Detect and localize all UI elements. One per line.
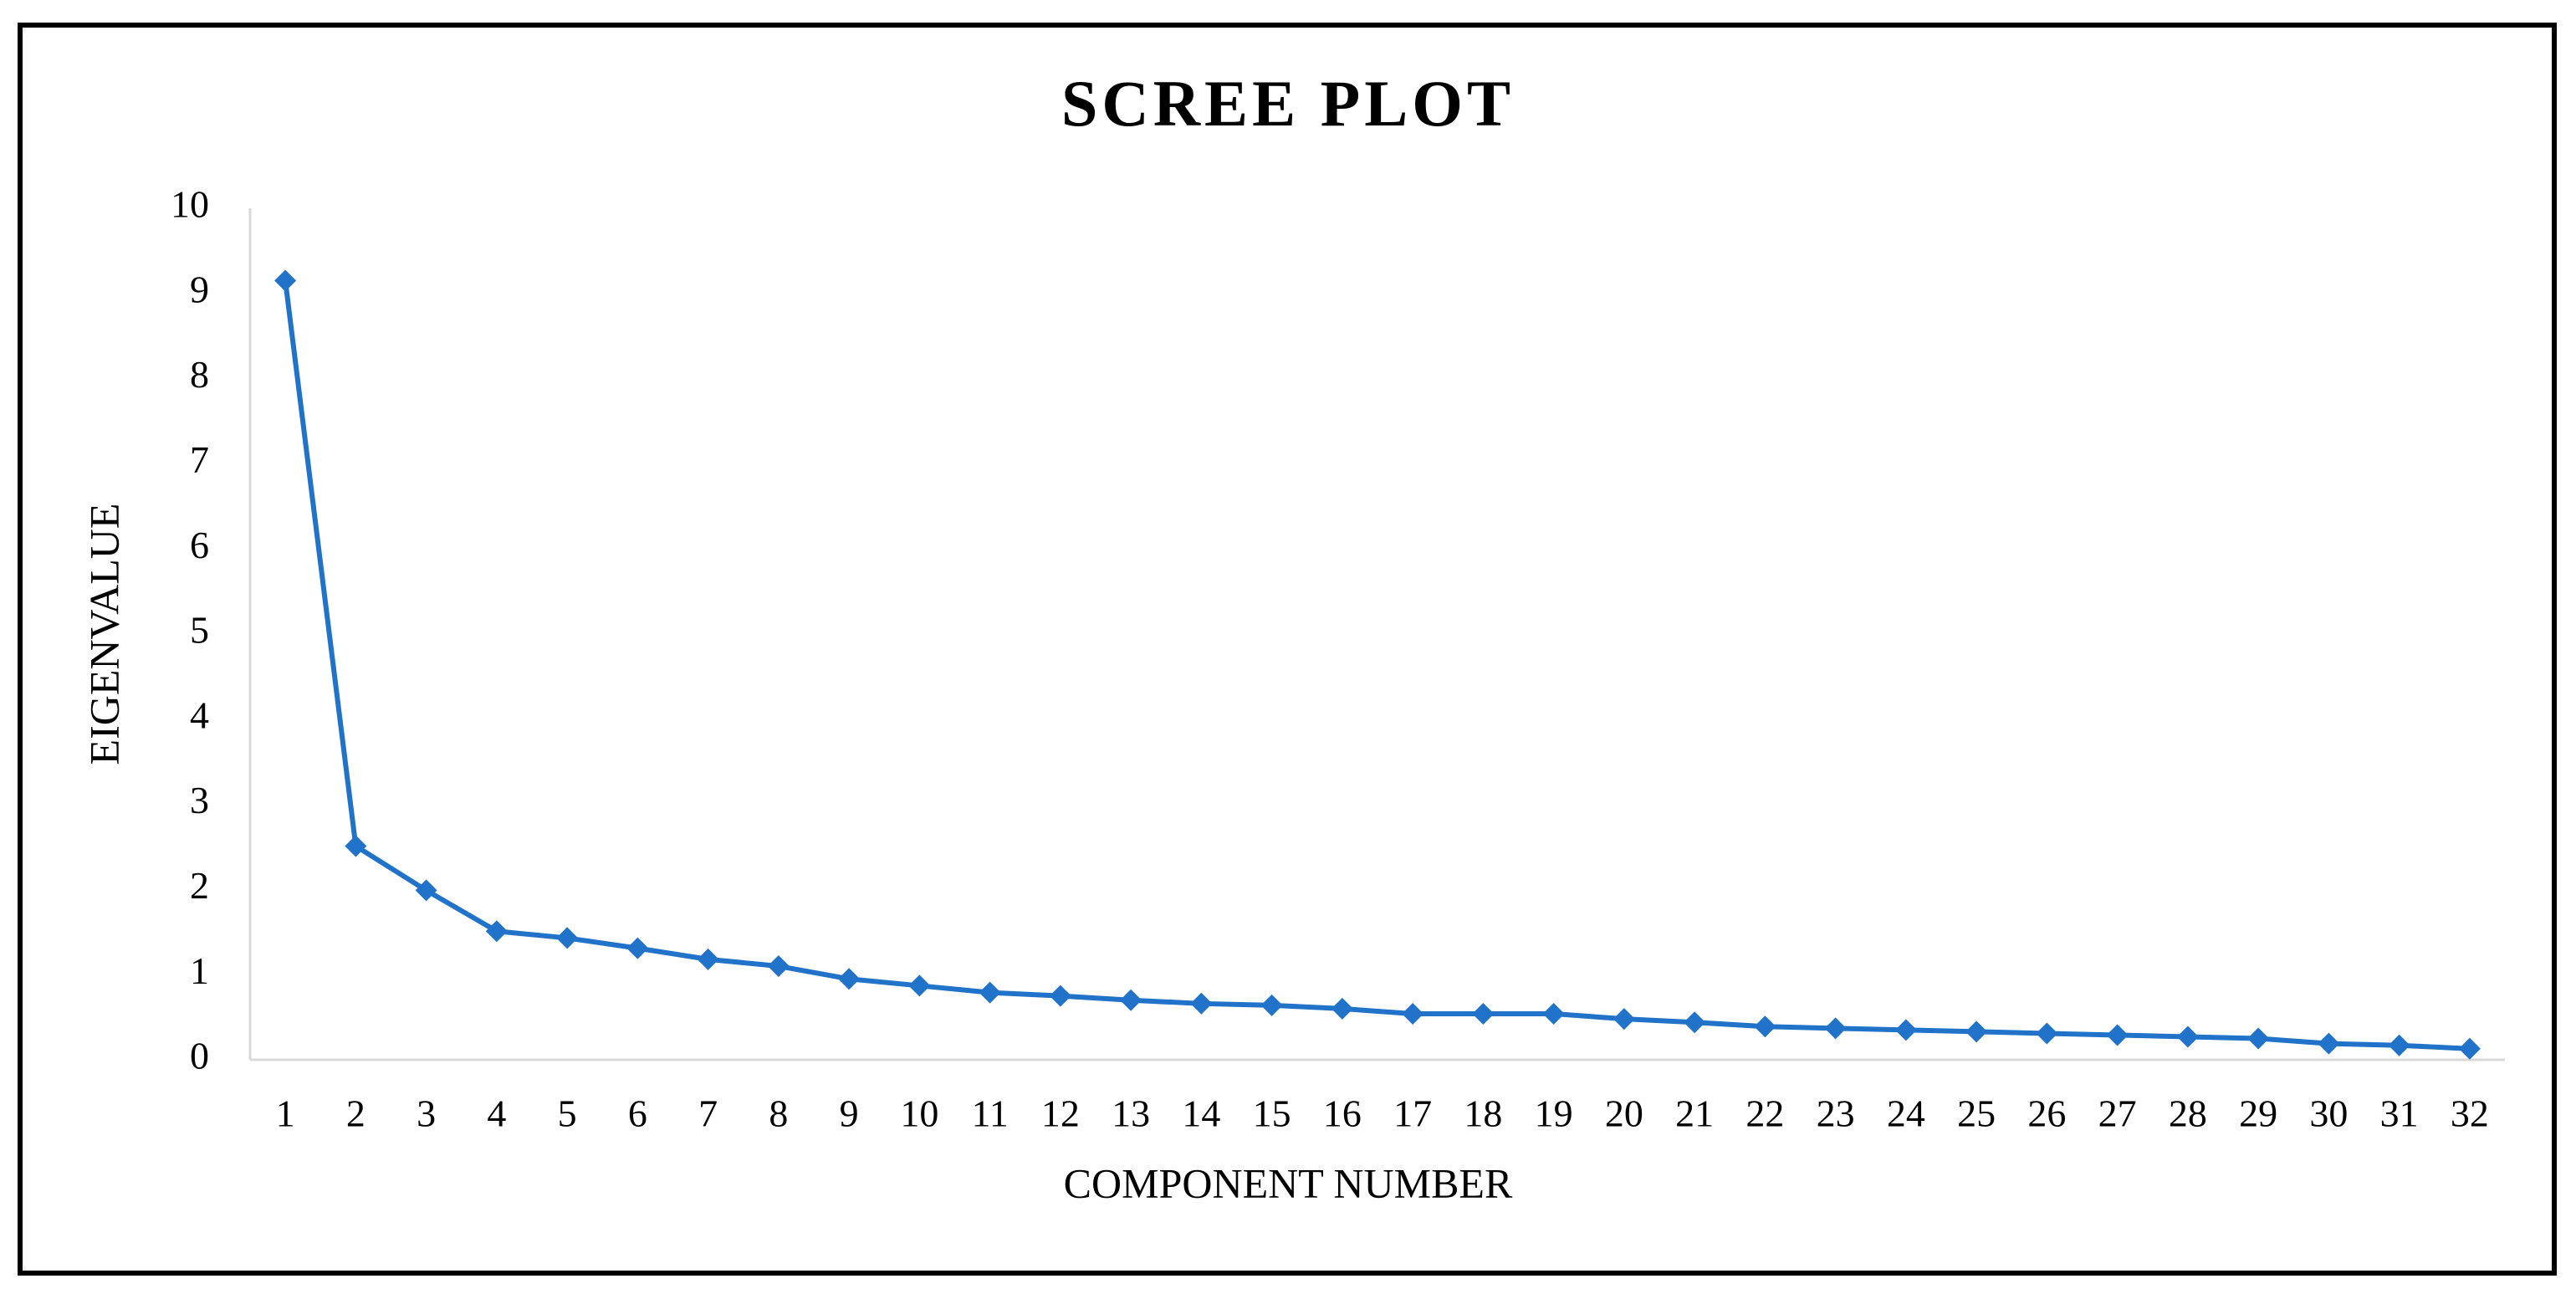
data-marker xyxy=(1472,1003,1495,1025)
x-tick-label: 20 xyxy=(1605,1092,1643,1135)
x-tick-label: 27 xyxy=(2098,1092,2137,1135)
x-tick-label: 11 xyxy=(971,1092,1008,1135)
y-tick-label: 3 xyxy=(190,779,209,821)
x-tick-label: 30 xyxy=(2309,1092,2348,1135)
series-line xyxy=(283,280,2471,1051)
data-marker xyxy=(345,835,367,857)
data-marker xyxy=(767,955,790,978)
y-tick-label: 4 xyxy=(190,693,209,736)
x-tick-label: 22 xyxy=(1745,1092,1784,1135)
y-tick-label: 8 xyxy=(190,353,209,396)
data-marker xyxy=(274,269,297,292)
data-marker xyxy=(2318,1032,2340,1055)
x-tick-label: 18 xyxy=(1464,1092,1502,1135)
chart-title: SCREE PLOT xyxy=(1061,67,1515,140)
x-tick-label: 13 xyxy=(1112,1092,1150,1135)
x-tick-label: 21 xyxy=(1675,1092,1714,1135)
x-tick-label: 26 xyxy=(2027,1092,2066,1135)
x-tick-label: 29 xyxy=(2239,1092,2277,1135)
data-marker xyxy=(1402,1003,1424,1025)
y-tick-label: 2 xyxy=(190,864,209,907)
x-tick-label: 5 xyxy=(558,1092,577,1135)
x-tick-label: 16 xyxy=(1323,1092,1362,1135)
data-marker xyxy=(626,937,649,959)
x-tick-label: 8 xyxy=(769,1092,788,1135)
y-tick-label: 9 xyxy=(190,268,209,310)
x-tick-label: 6 xyxy=(628,1092,647,1135)
data-marker xyxy=(1542,1003,1565,1025)
x-tick-label: 12 xyxy=(1041,1092,1080,1135)
x-tick-label: 17 xyxy=(1393,1092,1432,1135)
data-marker xyxy=(1824,1017,1847,1040)
data-marker xyxy=(1331,997,1353,1020)
chart-border xyxy=(18,23,2557,1276)
x-tick-label: 23 xyxy=(1817,1092,1855,1135)
x-tick-label: 19 xyxy=(1535,1092,1573,1135)
y-tick-label: 5 xyxy=(190,609,209,652)
y-tick-label: 10 xyxy=(171,183,209,226)
y-tick-label: 6 xyxy=(190,524,209,566)
data-marker xyxy=(2388,1034,2410,1056)
x-tick-label: 9 xyxy=(840,1092,859,1135)
data-marker xyxy=(1894,1019,1917,1041)
x-tick-label: 2 xyxy=(346,1092,365,1135)
data-marker xyxy=(697,948,719,970)
x-tick-label: 31 xyxy=(2380,1092,2419,1135)
x-tick-label: 15 xyxy=(1253,1092,1291,1135)
x-tick-label: 28 xyxy=(2169,1092,2207,1135)
data-marker xyxy=(2176,1025,2199,1048)
data-marker xyxy=(838,968,861,990)
data-marker xyxy=(1684,1011,1706,1034)
data-marker xyxy=(1965,1020,1988,1043)
data-marker xyxy=(1120,989,1142,1011)
data-marker xyxy=(2106,1024,2129,1046)
data-marker xyxy=(2036,1022,2058,1045)
data-marker xyxy=(979,981,1001,1004)
x-tick-label: 4 xyxy=(487,1092,506,1135)
data-marker xyxy=(908,974,931,997)
x-tick-label: 3 xyxy=(417,1092,436,1135)
data-marker xyxy=(1049,985,1071,1007)
x-tick-label: 32 xyxy=(2451,1092,2489,1135)
data-marker xyxy=(1754,1015,1776,1038)
y-tick-label: 1 xyxy=(190,949,209,992)
x-tick-label: 24 xyxy=(1887,1092,1925,1135)
data-marker xyxy=(2247,1027,2270,1050)
x-tick-label: 25 xyxy=(1957,1092,1996,1135)
x-axis-label: COMPONENT NUMBER xyxy=(1064,1159,1513,1206)
data-marker xyxy=(485,920,508,943)
data-marker xyxy=(1190,992,1213,1015)
data-marker xyxy=(1260,994,1283,1016)
data-marker xyxy=(415,879,437,902)
y-axis-label: EIGENVALUE xyxy=(80,504,127,765)
x-tick-label: 1 xyxy=(276,1092,295,1135)
data-marker xyxy=(2458,1037,2481,1060)
data-marker xyxy=(556,927,579,949)
x-tick-label: 10 xyxy=(900,1092,938,1135)
y-tick-label: 7 xyxy=(190,438,209,481)
x-tick-label: 7 xyxy=(698,1092,718,1135)
x-tick-label: 14 xyxy=(1182,1092,1220,1135)
data-marker xyxy=(1613,1008,1635,1031)
y-tick-label: 0 xyxy=(190,1035,209,1077)
